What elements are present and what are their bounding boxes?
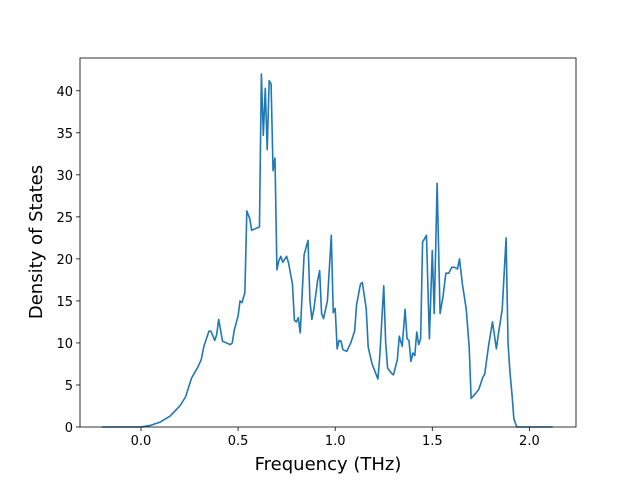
plot-frame xyxy=(79,57,577,428)
y-tick-label: 5 xyxy=(65,379,73,394)
y-tick-label: 20 xyxy=(56,253,73,268)
y-tick-label: 35 xyxy=(56,127,73,142)
y-tick-label: 25 xyxy=(56,211,73,226)
x-tick-label: 1.5 xyxy=(422,434,443,449)
x-tick-label: 0.0 xyxy=(131,434,152,449)
y-tick-label: 30 xyxy=(56,169,73,184)
x-axis-label: Frequency (THz) xyxy=(255,454,402,475)
x-tick-label: 1.0 xyxy=(325,434,346,449)
y-tick-label: 15 xyxy=(56,295,73,310)
y-tick-label: 10 xyxy=(56,337,73,352)
y-axis-label: Density of States xyxy=(26,165,47,319)
data-line xyxy=(102,73,553,428)
y-tick-label: 0 xyxy=(65,421,73,436)
x-tick-label: 0.5 xyxy=(228,434,249,449)
x-tick-label: 2.0 xyxy=(519,434,540,449)
y-tick-label: 40 xyxy=(56,85,73,100)
